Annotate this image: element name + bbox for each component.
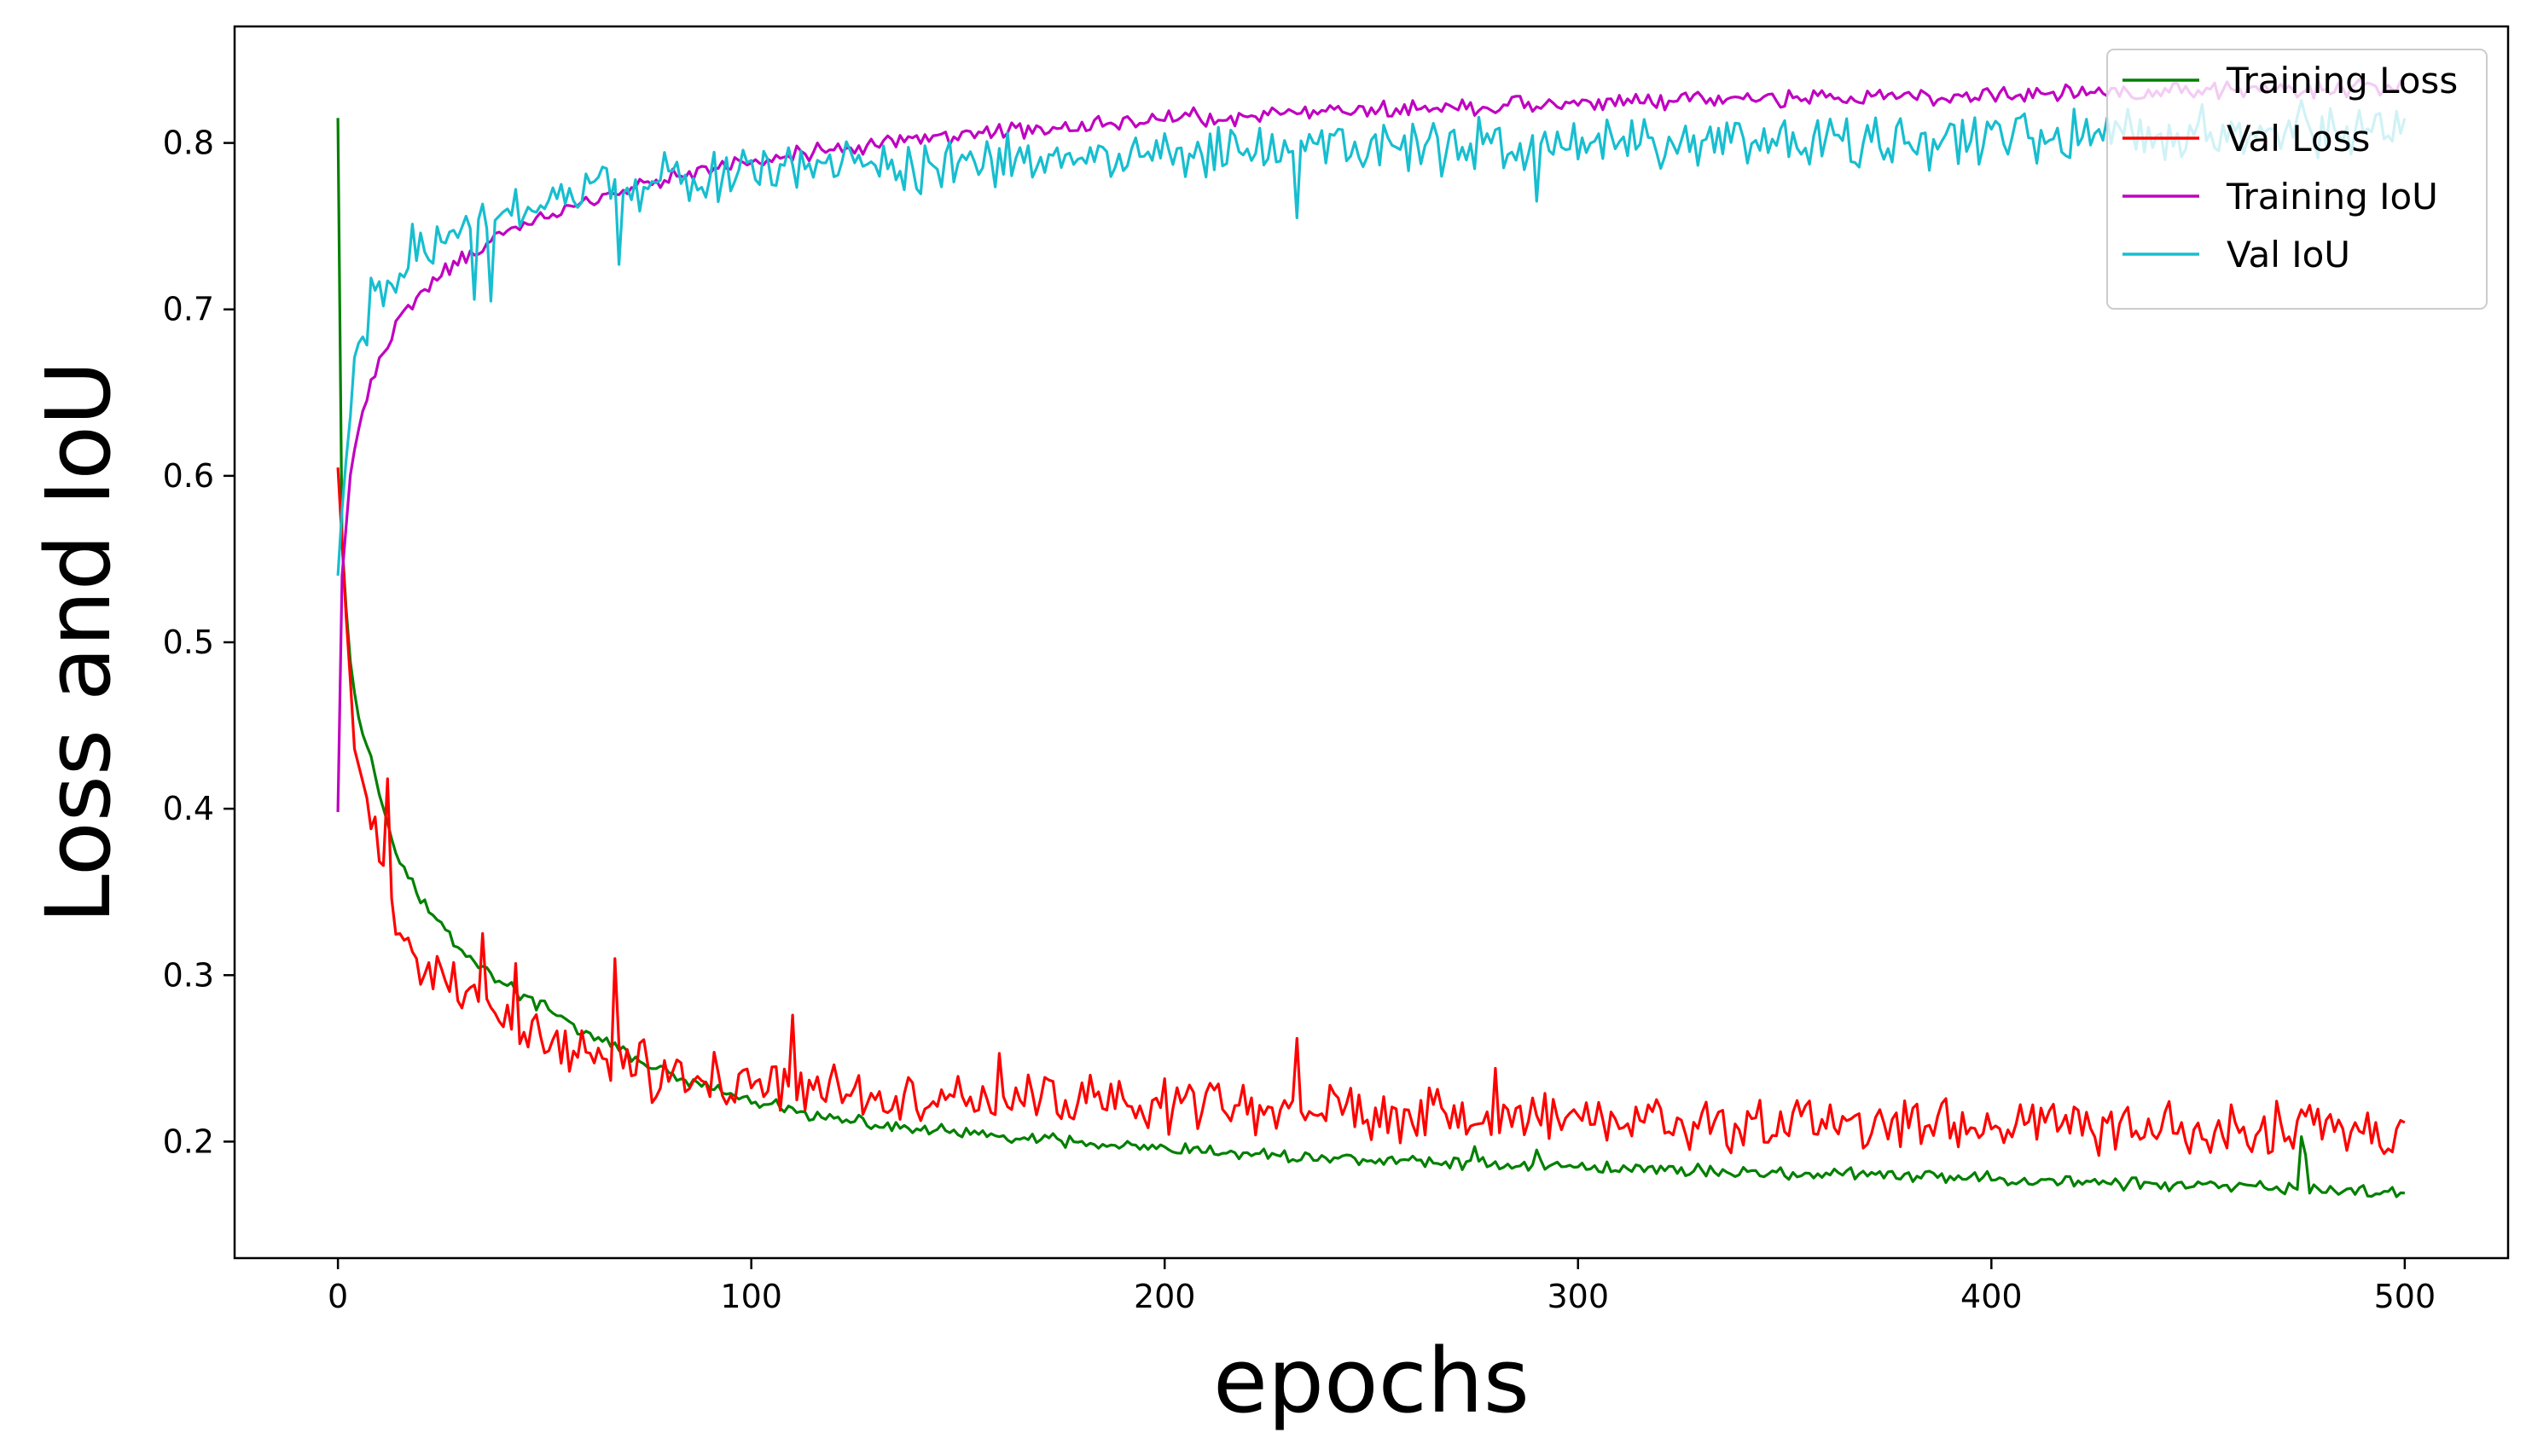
y-tick-label: 0.6 bbox=[163, 457, 214, 495]
x-axis: 0 100 200 300 400 500 bbox=[328, 1258, 2436, 1315]
x-tick-label: 400 bbox=[1960, 1278, 2023, 1315]
y-tick-label: 0.4 bbox=[163, 790, 214, 827]
legend-label: Val Loss bbox=[2227, 118, 2370, 160]
series-layer bbox=[336, 78, 2407, 1198]
y-tick-label: 0.5 bbox=[163, 624, 214, 661]
x-tick-label: 300 bbox=[1548, 1278, 1610, 1315]
legend-label: Training Loss bbox=[2226, 60, 2458, 102]
legend-label: Val IoU bbox=[2227, 234, 2350, 276]
x-tick-label: 0 bbox=[328, 1278, 348, 1315]
series-line-val-loss bbox=[336, 467, 2406, 1157]
y-tick-label: 0.8 bbox=[163, 125, 214, 162]
y-axis-title: Loss and IoU bbox=[26, 361, 131, 924]
x-tick-label: 200 bbox=[1134, 1278, 1196, 1315]
legend-label: Training IoU bbox=[2226, 176, 2438, 218]
series-line-training-iou bbox=[336, 78, 2406, 813]
y-tick-label: 0.7 bbox=[163, 291, 214, 328]
series-line-val-iou bbox=[336, 99, 2407, 577]
x-axis-title: epochs bbox=[1213, 1329, 1530, 1433]
x-tick-label: 500 bbox=[2374, 1278, 2436, 1315]
y-tick-label: 0.3 bbox=[163, 956, 214, 994]
y-tick-label: 0.2 bbox=[163, 1122, 214, 1160]
y-axis: 0.2 0.3 0.4 0.5 0.6 0.7 0.8 bbox=[163, 125, 235, 1160]
legend-box bbox=[2106, 49, 2488, 310]
legend: Training Loss Val Loss Training IoU Val IoU bbox=[2106, 49, 2488, 310]
x-tick-label: 100 bbox=[720, 1278, 782, 1315]
